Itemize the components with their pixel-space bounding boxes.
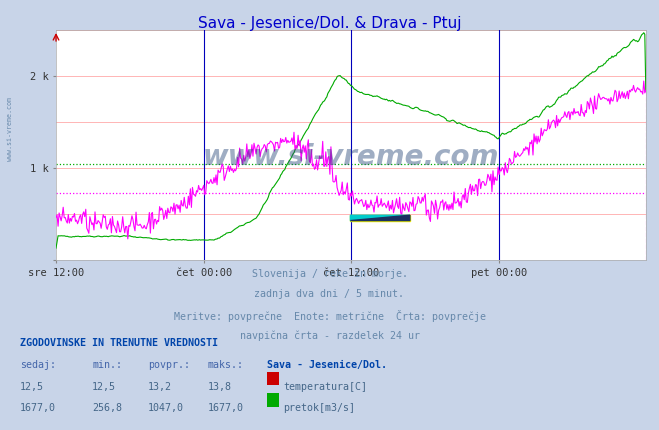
Text: Sava - Jesenice/Dol.: Sava - Jesenice/Dol. xyxy=(267,360,387,370)
Text: povpr.:: povpr.: xyxy=(148,360,190,370)
Text: temperatura[C]: temperatura[C] xyxy=(283,382,367,392)
Text: min.:: min.: xyxy=(92,360,123,370)
Text: 13,8: 13,8 xyxy=(208,382,231,392)
Text: www.si-vreme.com: www.si-vreme.com xyxy=(203,143,499,171)
Text: 1677,0: 1677,0 xyxy=(208,403,244,413)
Text: 13,2: 13,2 xyxy=(148,382,172,392)
Text: Sava - Jesenice/Dol. & Drava - Ptuj: Sava - Jesenice/Dol. & Drava - Ptuj xyxy=(198,16,461,31)
Text: 12,5: 12,5 xyxy=(92,382,116,392)
Text: maks.:: maks.: xyxy=(208,360,244,370)
Text: Slovenija / reke in morje.: Slovenija / reke in morje. xyxy=(252,269,407,279)
Text: 12,5: 12,5 xyxy=(20,382,43,392)
Text: sedaj:: sedaj: xyxy=(20,360,56,370)
Text: ZGODOVINSKE IN TRENUTNE VREDNOSTI: ZGODOVINSKE IN TRENUTNE VREDNOSTI xyxy=(20,338,217,347)
Text: 256,8: 256,8 xyxy=(92,403,123,413)
Text: 1677,0: 1677,0 xyxy=(20,403,56,413)
Text: zadnja dva dni / 5 minut.: zadnja dva dni / 5 minut. xyxy=(254,289,405,299)
Bar xyxy=(351,215,410,221)
Polygon shape xyxy=(351,215,410,221)
Text: navpična črta - razdelek 24 ur: navpična črta - razdelek 24 ur xyxy=(239,331,420,341)
Text: 1047,0: 1047,0 xyxy=(148,403,185,413)
Text: pretok[m3/s]: pretok[m3/s] xyxy=(283,403,355,413)
Text: Meritve: povprečne  Enote: metrične  Črta: povprečje: Meritve: povprečne Enote: metrične Črta:… xyxy=(173,310,486,322)
Text: www.si-vreme.com: www.si-vreme.com xyxy=(7,97,13,161)
Polygon shape xyxy=(351,215,410,221)
